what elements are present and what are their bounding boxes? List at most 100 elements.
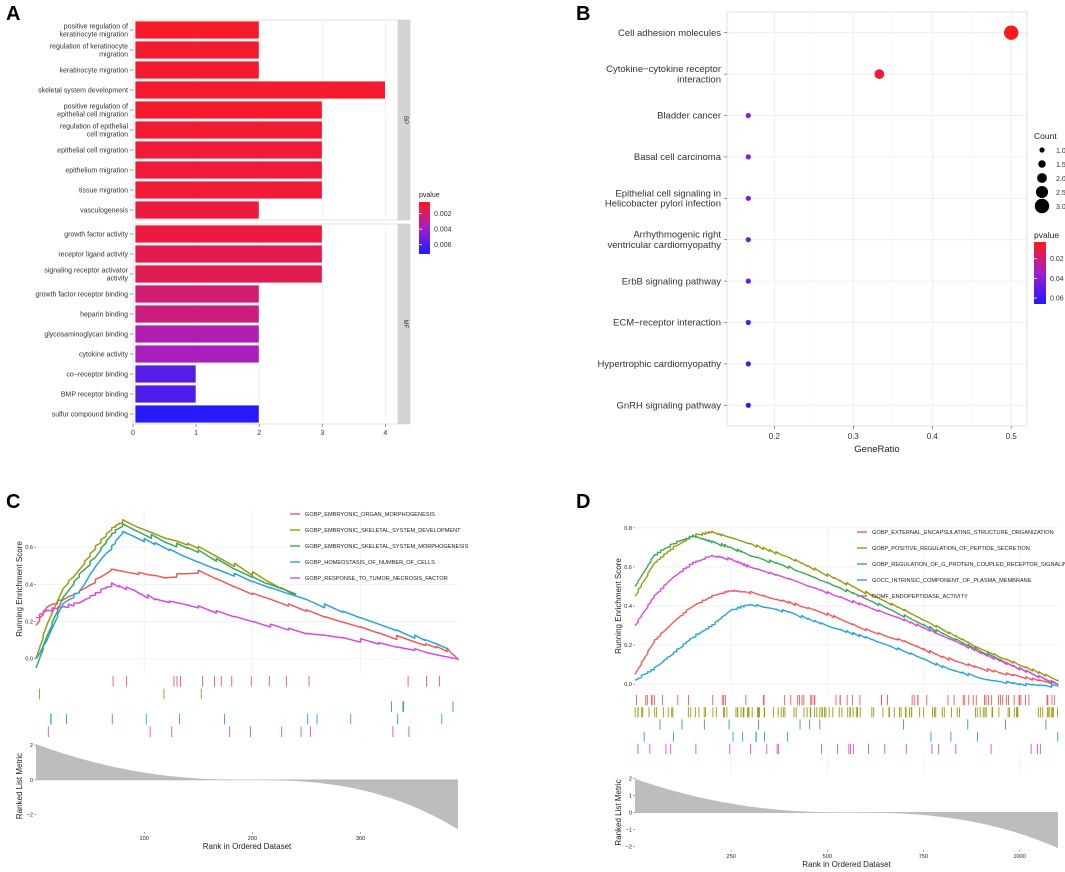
category-label: sulfur compound binding xyxy=(52,411,128,418)
data-point xyxy=(745,195,751,201)
x-tick-label: 750 xyxy=(919,854,928,860)
data-point xyxy=(745,278,751,284)
legend-label: GOBP_HOMEOSTASIS_OF_NUMBER_OF_CELLS xyxy=(305,560,435,566)
bar xyxy=(134,404,260,424)
panel-a-barplot: positive regulation of keratinocyte migra… xyxy=(35,19,452,437)
x-axis-title: Rank in Ordered Dataset xyxy=(802,860,891,869)
legend-label: GOBP_EMBRYONIC_SKELETAL_SYSTEM_DEVELOPME… xyxy=(305,528,461,534)
bar xyxy=(134,264,323,284)
category-label: vasculogenesis xyxy=(80,207,128,214)
metric-axis-title: Ranked List Metric xyxy=(614,779,623,845)
panel-label-b: B xyxy=(576,3,590,25)
bar xyxy=(134,224,323,244)
category-label: co−receptor binding xyxy=(66,371,128,378)
es-curve xyxy=(35,530,448,660)
category-label: cytokine activity xyxy=(79,351,129,358)
category-label: regulation of epithelial cell migration xyxy=(60,124,129,139)
es-curve xyxy=(634,554,1059,686)
data-point xyxy=(1004,25,1019,40)
x-tick-label: 0.4 xyxy=(927,432,939,441)
category-label: heparin binding xyxy=(80,311,128,318)
size-legend-title: Count xyxy=(1034,131,1057,141)
facet-strip xyxy=(397,19,411,221)
panel-label-d: D xyxy=(576,491,590,513)
es-curve xyxy=(35,518,297,659)
es-curve xyxy=(634,589,1059,685)
legend-tick-label: 0.002 xyxy=(434,211,452,218)
metric-tick-label: 2 xyxy=(30,743,33,749)
x-tick-label: 4 xyxy=(383,430,387,437)
bar xyxy=(134,284,260,304)
category-label: Epithelial cell signaling in Helicobacter… xyxy=(605,188,721,209)
legend-tick-label: 0.004 xyxy=(434,227,452,234)
facet-strip-label: MF xyxy=(402,320,408,329)
bar xyxy=(134,384,197,404)
data-point xyxy=(745,402,751,408)
es-curve xyxy=(35,523,297,669)
y-tick-label: 0.8 xyxy=(624,526,632,532)
metric-tick-label: −2 xyxy=(626,845,632,851)
panel-label-a: A xyxy=(6,3,20,25)
metric-tick-label: 1 xyxy=(629,793,632,799)
bar xyxy=(134,364,197,384)
y-tick-label: 0.6 xyxy=(25,545,33,551)
category-label: regulation of keratinocyte migration xyxy=(50,44,128,59)
x-axis-title: GeneRatio xyxy=(854,444,899,455)
metric-tick-label: 0 xyxy=(629,811,632,817)
category-label: positive regulation of epithelial cell mi… xyxy=(57,104,128,119)
es-curve xyxy=(634,530,1059,682)
size-legend-dot xyxy=(1038,160,1046,168)
bar xyxy=(134,160,323,180)
x-axis-title: Rank in Ordered Dataset xyxy=(203,842,292,851)
hits-area xyxy=(635,694,1058,755)
category-label: positive regulation of keratinocyte migra… xyxy=(60,24,129,39)
data-point xyxy=(745,319,751,326)
bar xyxy=(134,100,323,120)
bar xyxy=(134,60,260,80)
size-legend-label: 1.0 xyxy=(1056,148,1065,155)
panel-d-gsea: 0.0 0.2 0.4 0.6 0.8 Running Enrichment Score 2… xyxy=(614,524,1065,869)
es-curve xyxy=(35,568,459,660)
x-tick-label: 200 xyxy=(248,836,257,842)
y-tick-label: 0.2 xyxy=(624,643,632,649)
category-label: Cytokine−cytokine receptor interaction xyxy=(606,64,721,85)
legend-label: GOMF_ENDOPEPTIDASE_ACTIVITY xyxy=(872,594,968,600)
y-tick-label: 0.2 xyxy=(25,620,33,626)
legend-label: GOBP_RESPONSE_TO_TUMOR_NECROSIS_FACTOR xyxy=(305,576,448,582)
size-legend-dot xyxy=(1039,147,1045,153)
category-label: glycosaminoglycan binding xyxy=(44,331,128,338)
legend-tick-label: 0.006 xyxy=(434,242,452,249)
data-point xyxy=(874,69,885,79)
ranked-metric-area xyxy=(635,778,1058,849)
y-tick-label: 0.6 xyxy=(624,565,632,571)
x-tick-label: 1 xyxy=(194,430,198,437)
size-legend-dot xyxy=(1037,173,1047,183)
bar xyxy=(134,80,386,100)
category-label: signaling receptor activator activity xyxy=(44,268,128,283)
bar xyxy=(134,304,260,324)
bar xyxy=(134,324,260,344)
y-tick-label: 0.0 xyxy=(624,682,632,688)
facet-strip xyxy=(397,223,411,425)
legend-label: GOBP_POSITIVE_REGULATION_OF_PEPTIDE_SECR… xyxy=(872,546,1030,552)
legend-label: GOBP_EXTERNAL_ENCAPSULATING_STRUCTURE_OR… xyxy=(872,530,1054,536)
bar xyxy=(134,120,323,140)
category-label: BMP receptor binding xyxy=(61,391,128,398)
x-tick-label: 0.3 xyxy=(848,432,860,441)
y-tick-label: 0.4 xyxy=(25,582,33,588)
panel-b-dotplot: Cell adhesion molecules Cytokine−cytokine… xyxy=(597,11,1065,455)
y-tick-label: 0.0 xyxy=(25,657,33,663)
x-tick-label: 2 xyxy=(257,430,261,437)
category-label: Cell adhesion molecules xyxy=(618,28,721,39)
size-legend-label: 3.0 xyxy=(1056,204,1065,211)
category-label: growth factor receptor binding xyxy=(35,291,128,298)
legend-label: GOBP_REGULATION_OF_G_PROTEIN_COUPLED_REC… xyxy=(872,562,1065,568)
ranked-metric-area xyxy=(36,744,458,830)
size-legend-dot xyxy=(1035,185,1049,199)
size-legend-dot xyxy=(1034,198,1050,214)
metric-axis-title: Ranked List Metric xyxy=(15,753,24,819)
legend-tick-label: 0.06 xyxy=(1050,296,1064,303)
data-point xyxy=(745,361,751,367)
es-curve xyxy=(35,582,459,660)
